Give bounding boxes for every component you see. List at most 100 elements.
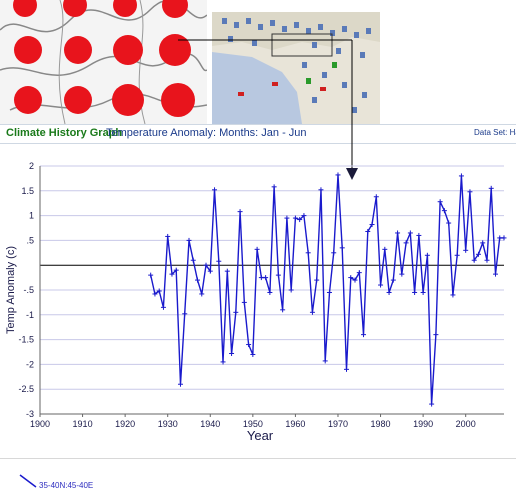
data-point [254,246,260,252]
data-point [458,173,464,179]
data-point [263,275,269,281]
x-tick-label: 1970 [328,419,348,429]
y-tick-label: -.5 [23,285,34,295]
data-point [275,272,281,278]
data-point [220,359,226,365]
y-tick-label: 1 [29,211,34,221]
data-point [212,187,218,193]
data-point [331,250,337,256]
data-point [429,401,435,407]
data-point [199,291,205,297]
data-point [173,267,179,273]
x-tick-label: 1940 [200,419,220,429]
data-point [288,287,294,293]
y-tick-label: -2.5 [18,384,34,394]
data-point [314,277,320,283]
axes [39,166,504,415]
data-point [373,194,379,200]
data-point [382,246,388,252]
data-point [169,271,175,277]
data-point [424,252,430,258]
data-point [177,381,183,387]
dataset-label: Data Set: Ha [474,128,516,137]
data-point [348,275,354,281]
data-point [403,240,409,246]
data-point [165,233,171,239]
x-tick-label: 1950 [243,419,263,429]
data-point [207,268,213,274]
x-axis-label: Year [247,428,274,443]
series-35-40N [148,172,507,407]
y-tick-label: -1 [26,310,34,320]
data-point [229,350,235,356]
y-tick-label: 1.5 [21,186,34,196]
data-point [284,215,290,221]
data-point [361,332,367,338]
data-point [492,271,498,277]
data-point [501,235,507,241]
data-point [237,209,243,215]
data-point [305,250,311,256]
data-point [467,189,473,195]
legend-line-icon [19,474,37,488]
data-point [267,289,273,295]
data-point [395,230,401,236]
data-point [182,311,188,317]
data-point [446,220,452,226]
data-point [471,257,477,263]
data-point [233,309,239,315]
data-point [152,291,158,297]
data-point [148,272,154,278]
x-tick-label: 1900 [30,419,50,429]
legend-series-label: 35-40N:45-40E [39,481,94,490]
data-point [250,351,256,357]
data-point [271,184,277,190]
grid-cell-preview [0,0,207,124]
data-point [280,307,286,313]
data-point [437,199,443,205]
data-point [297,217,303,223]
legend: 35-40N:45-40E [0,458,516,498]
x-tick-label: 1980 [371,419,391,429]
graph-title: Climate History Graph [6,127,123,139]
data-point [352,277,358,283]
series-line [150,174,504,405]
data-point [224,268,230,274]
data-point [407,230,413,236]
x-tick-label: 2000 [456,419,476,429]
data-point [399,271,405,277]
data-point [241,299,247,305]
data-point [369,222,375,228]
data-point [186,237,192,243]
data-point [484,257,490,263]
y-tick-label: -3 [26,409,34,419]
data-point [378,282,384,288]
temperature-chart: 21.51.5-.5-1-1.5-2-2.5-3 1900 1910 1920 193… [5,161,507,443]
y-tick-label: .5 [26,235,34,245]
data-point [441,208,447,214]
connector-lines [178,39,358,180]
data-point [386,289,392,295]
data-point [475,251,481,257]
data-point [412,289,418,295]
y-tick-labels: 21.51.5-.5-1-1.5-2-2.5-3 [18,161,34,419]
data-point [416,232,422,238]
data-point [258,275,264,281]
data-point [318,187,324,193]
data-point [356,270,362,276]
data-point [454,252,460,258]
y-tick-label: -1.5 [18,335,34,345]
grid-lines [40,165,504,415]
x-tick-label: 1920 [115,419,135,429]
y-tick-label: -2 [26,359,34,369]
data-point [450,292,456,298]
data-point [216,258,222,264]
data-point [480,240,486,246]
data-point [365,228,371,234]
data-point [420,289,426,295]
data-point [488,185,494,191]
data-point [292,215,298,221]
data-point [390,277,396,283]
data-point [160,304,166,310]
x-tick-labels: 1900 1910 1920 1930 1940 1950 1960 1970 1980 1990… [30,414,476,429]
